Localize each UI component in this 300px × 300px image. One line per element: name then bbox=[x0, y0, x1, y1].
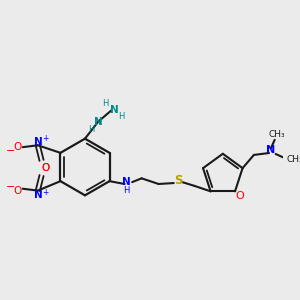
Text: N: N bbox=[266, 145, 275, 155]
Text: H: H bbox=[88, 125, 95, 134]
Text: −: − bbox=[6, 146, 15, 156]
Text: O: O bbox=[41, 163, 50, 173]
Text: CH₃: CH₃ bbox=[268, 130, 285, 139]
Text: O: O bbox=[13, 142, 21, 152]
Text: CH₃: CH₃ bbox=[286, 155, 300, 164]
Text: O: O bbox=[236, 191, 244, 201]
Text: N: N bbox=[34, 190, 43, 200]
Text: N: N bbox=[34, 137, 43, 147]
Text: N: N bbox=[122, 177, 131, 187]
Text: +: + bbox=[42, 134, 49, 143]
Text: H: H bbox=[103, 99, 109, 108]
Text: O: O bbox=[41, 163, 50, 173]
Text: S: S bbox=[174, 174, 183, 187]
Text: H: H bbox=[123, 186, 130, 195]
Text: H: H bbox=[118, 112, 125, 121]
Text: N: N bbox=[110, 105, 118, 115]
Text: +: + bbox=[42, 188, 49, 197]
Text: O: O bbox=[13, 186, 21, 196]
Text: −: − bbox=[6, 182, 15, 192]
Text: N: N bbox=[94, 117, 103, 127]
